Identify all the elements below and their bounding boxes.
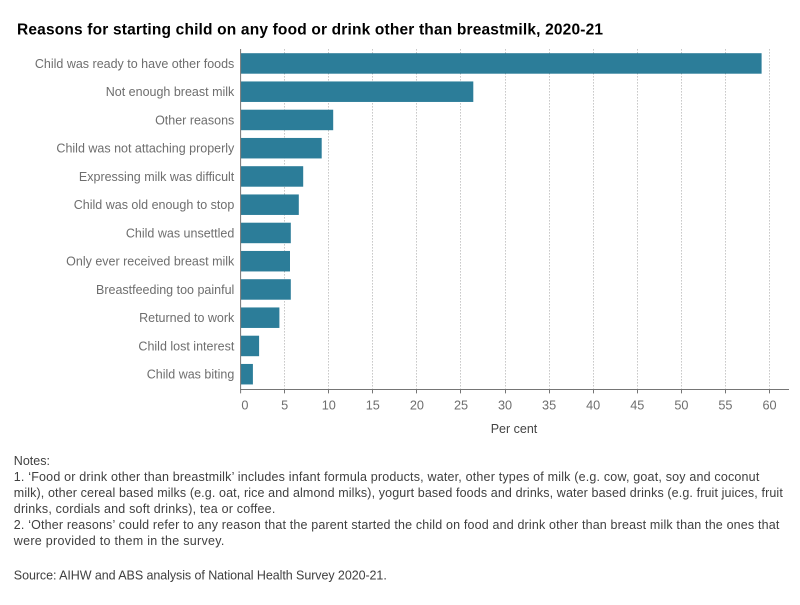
svg-text:10: 10 [322,398,336,412]
svg-text:Breastfeeding too painful: Breastfeeding too painful [96,283,234,297]
svg-text:Child was old enough to stop: Child was old enough to stop [74,198,235,212]
svg-text:40: 40 [586,398,600,412]
svg-text:Reasons for starting child on: Reasons for starting child on any food o… [17,22,603,39]
svg-text:Child was ready to have other: Child was ready to have other foods [35,57,234,71]
svg-text:Only ever received breast milk: Only ever received breast milk [66,255,235,269]
svg-text:Source: AIHW and ABS analysis: Source: AIHW and ABS analysis of Nationa… [14,569,387,583]
svg-text:5: 5 [281,398,288,412]
svg-text:Child was not attaching proper: Child was not attaching properly [56,142,235,156]
svg-text:Child was unsettled: Child was unsettled [126,226,234,240]
svg-text:were provided to them in the s: were provided to them in the survey. [13,534,225,548]
svg-text:45: 45 [630,398,644,412]
svg-text:15: 15 [366,398,380,412]
svg-text:Notes:: Notes: [14,454,50,468]
svg-text:milk), other cereal based milk: milk), other cereal based milks (e.g. oa… [14,486,784,500]
svg-text:55: 55 [718,398,732,412]
svg-text:Returned to work: Returned to work [139,311,235,325]
svg-text:30: 30 [498,398,512,412]
svg-text:Not enough breast milk: Not enough breast milk [106,85,235,99]
svg-text:Child lost interest: Child lost interest [138,339,234,353]
svg-text:2. ‘Other reasons’ could refer: 2. ‘Other reasons’ could refer to any re… [14,518,780,532]
svg-text:0: 0 [241,398,248,412]
svg-text:50: 50 [674,398,688,412]
svg-text:60: 60 [762,398,776,412]
svg-text:Expressing milk was difficult: Expressing milk was difficult [79,170,235,184]
svg-text:drinks, cordials and soft drin: drinks, cordials and soft drinks), tea o… [14,502,276,516]
svg-text:Other reasons: Other reasons [155,113,234,127]
svg-text:1. ‘Food or drink other than b: 1. ‘Food or drink other than breastmilk’… [14,470,760,484]
svg-text:Child was biting: Child was biting [147,368,235,382]
svg-text:20: 20 [410,398,424,412]
svg-text:35: 35 [542,398,556,412]
svg-text:25: 25 [454,398,468,412]
svg-text:Per cent: Per cent [491,422,538,436]
